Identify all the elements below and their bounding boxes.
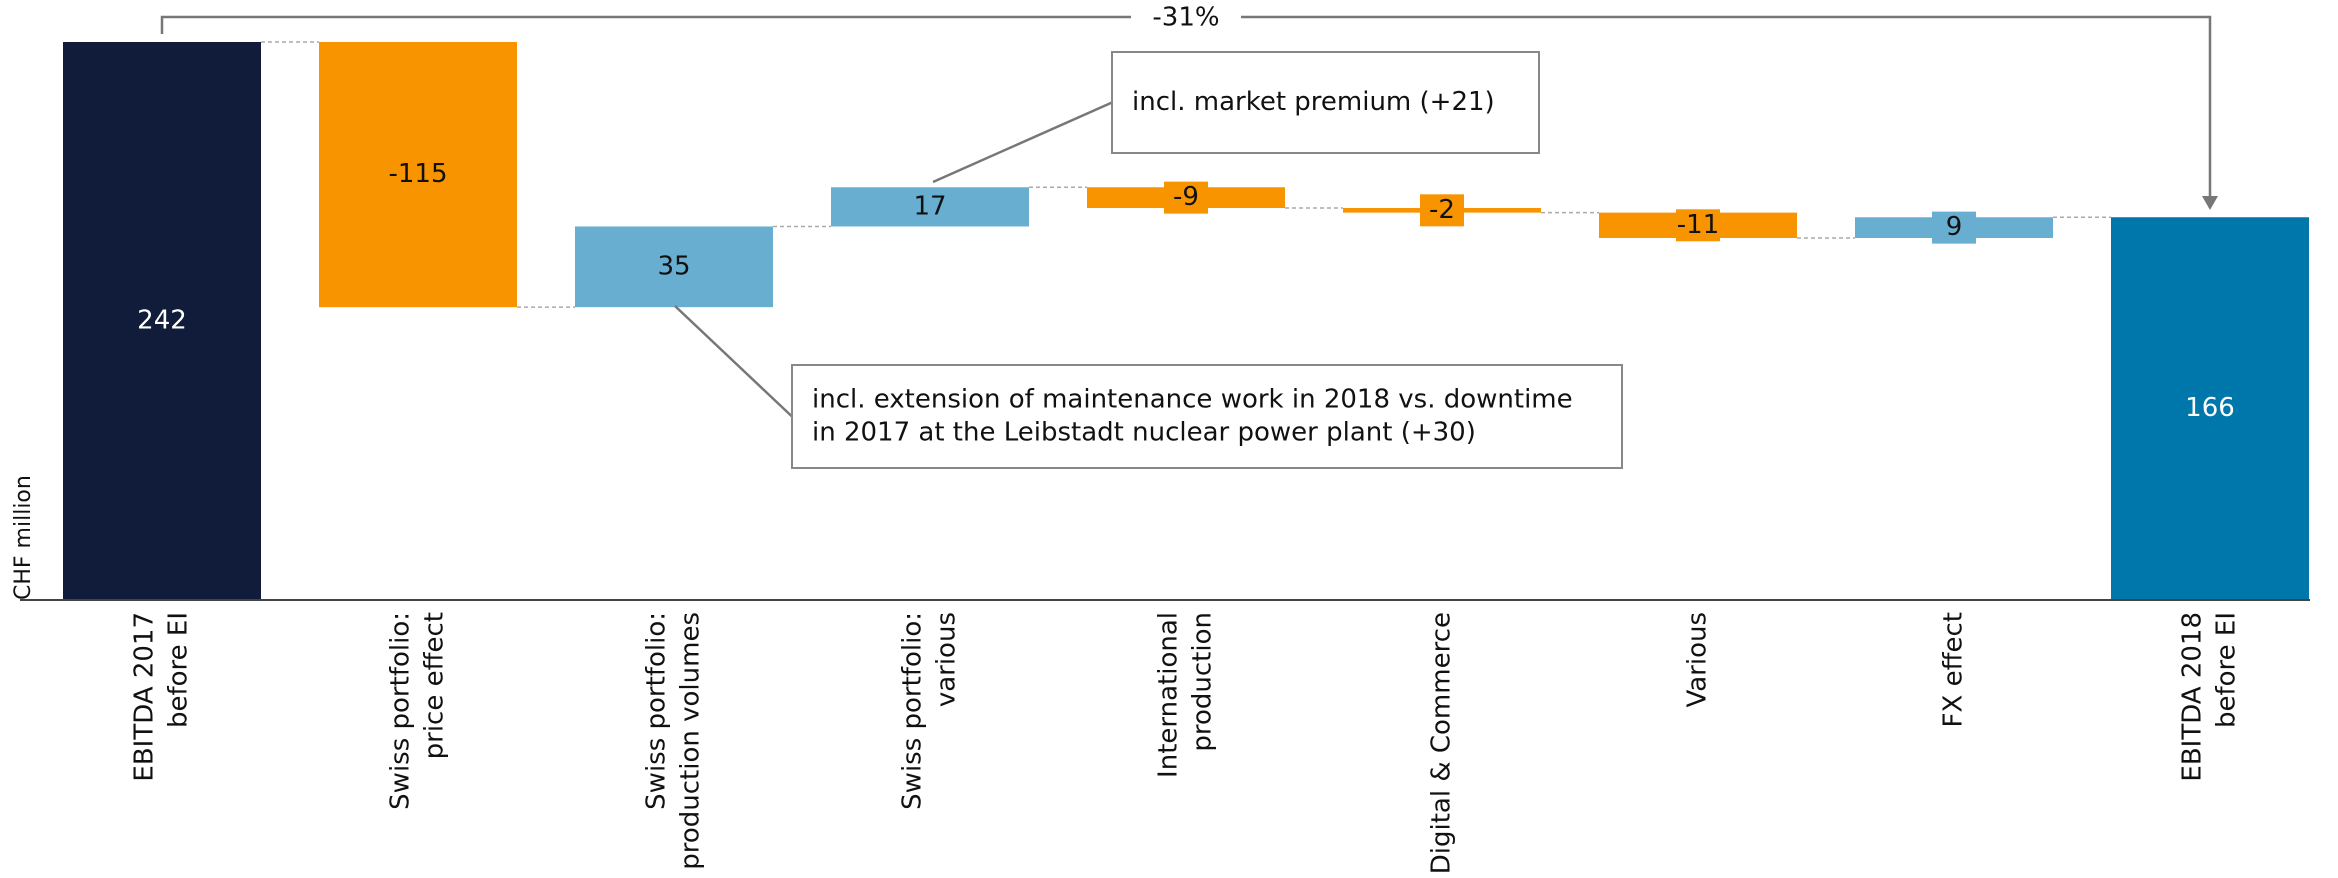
label-bg: [1932, 211, 1976, 244]
value-label: 17: [913, 191, 946, 221]
label-bg: [1676, 209, 1720, 242]
x-tick-label: production volumes: [676, 612, 706, 870]
callout-box: [1111, 51, 1540, 154]
value-label: 166: [2185, 393, 2235, 423]
x-tick-label: International: [1154, 612, 1184, 778]
x-tick-label: EBITDA 2018: [2178, 612, 2208, 782]
x-tick-label: Swiss portfolio:: [386, 612, 416, 810]
bar: [575, 226, 773, 308]
bracket: [160, 15, 2212, 198]
x-tick-label: EBITDA 2017: [130, 612, 160, 782]
y-axis-label: CHF million: [11, 475, 36, 600]
x-tick-label: Digital & Commerce: [1427, 612, 1457, 874]
value-label: -115: [388, 159, 447, 189]
annotation: in 2017 at the Leibstadt nuclear power p…: [812, 418, 1476, 448]
value-label: 242: [137, 306, 187, 336]
arrow: [2202, 196, 2218, 210]
x-tick-label: production: [1188, 612, 1218, 752]
callout-line: [674, 305, 793, 418]
bar: [2111, 217, 2309, 600]
value-label: 9: [1946, 212, 1963, 242]
value-label: 35: [657, 251, 690, 281]
x-tick-label: Various: [1683, 612, 1713, 708]
x-tick-label: before EI: [2212, 612, 2242, 728]
value-label: -9: [1173, 182, 1199, 212]
label-bg: [1420, 194, 1464, 227]
change-label: -31%: [1152, 3, 1219, 33]
callout-box: [791, 364, 1623, 469]
bar: [831, 187, 1029, 227]
x-tick-label: Swiss portfolio:: [642, 612, 672, 810]
callout-line: [932, 101, 1113, 184]
x-tick-label: price effect: [420, 612, 450, 759]
x-tick-label: before EI: [164, 612, 194, 728]
annotation: incl. market premium (+21): [1132, 87, 1495, 117]
label-bg: [1164, 181, 1208, 214]
value-label: -11: [1677, 210, 1719, 240]
x-tick-label: FX effect: [1939, 612, 1969, 727]
bar: [319, 42, 517, 308]
bar: [63, 42, 261, 600]
value-label: -2: [1429, 195, 1455, 225]
x-tick-label: Swiss portfolio:: [898, 612, 928, 810]
annotation: incl. extension of maintenance work in 2…: [812, 385, 1573, 415]
x-tick-label: various: [932, 612, 962, 707]
